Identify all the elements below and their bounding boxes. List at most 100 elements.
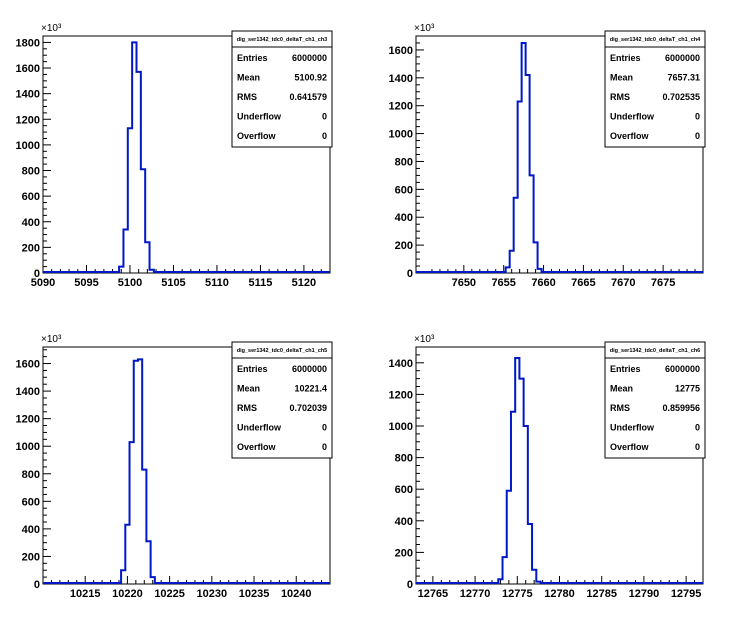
stat-value-overflow: 0 — [695, 442, 700, 452]
stat-value-mean: 12775 — [675, 384, 700, 394]
histogram-line — [43, 358, 330, 584]
stat-label-entries: Entries — [237, 53, 268, 63]
x-tick-label: 5095 — [74, 277, 98, 289]
stat-label-entries: Entries — [610, 364, 641, 374]
y-tick-label: 800 — [395, 156, 413, 168]
x-tick-label: 10215 — [70, 588, 101, 600]
x-tick-label: 5120 — [292, 277, 316, 289]
stat-label-entries: Entries — [610, 53, 641, 63]
stat-label-overflow: Overflow — [610, 442, 650, 452]
histogram-title: dig_ser1342_tdc0_deltaT_ch1_ch5 — [237, 348, 328, 354]
x-tick-label: 7665 — [571, 277, 595, 289]
stat-label-rms: RMS — [237, 403, 257, 413]
y-tick-label: 200 — [22, 551, 40, 563]
stat-label-underflow: Underflow — [237, 423, 282, 433]
stats-box: dig_ser1342_tdc0_deltaT_ch1_ch6 Entries 60… — [604, 341, 706, 459]
stat-value-mean: 10221.4 — [294, 384, 327, 394]
stats-box-frame — [604, 341, 706, 459]
y-tick-label: 800 — [22, 166, 40, 178]
stat-label-mean: Mean — [610, 73, 633, 83]
stat-label-mean: Mean — [237, 73, 260, 83]
y-tick-label: 800 — [395, 453, 413, 465]
x-tick-label: 5115 — [248, 277, 272, 289]
stat-value-rms: 0.641579 — [289, 92, 327, 102]
stat-value-entries: 6000000 — [665, 53, 700, 63]
y-tick-label: 1400 — [389, 73, 413, 85]
histogram-line — [416, 41, 703, 273]
y-tick-label: 200 — [22, 242, 40, 254]
y-tick-label: 400 — [22, 524, 40, 536]
stats-box-frame — [604, 30, 706, 148]
stat-value-rms: 0.859956 — [662, 403, 700, 413]
y-tick-label: 1000 — [16, 140, 40, 152]
stat-label-underflow: Underflow — [237, 112, 282, 122]
stat-value-entries: 6000000 — [292, 364, 327, 374]
y-tick-label: 1400 — [16, 386, 40, 398]
stat-value-entries: 6000000 — [292, 53, 327, 63]
x-tick-label: 5105 — [161, 277, 185, 289]
stats-box-frame — [231, 341, 333, 459]
y-tick-label: 1600 — [16, 359, 40, 371]
histogram-title: dig_ser1342_tdc0_deltaT_ch1_ch3 — [237, 37, 328, 43]
x-tick-label: 12765 — [418, 588, 449, 600]
stat-label-mean: Mean — [610, 384, 633, 394]
y-tick-label: 600 — [22, 191, 40, 203]
y-tick-label: 1400 — [16, 89, 40, 101]
histogram-title: dig_ser1342_tdc0_deltaT_ch1_ch6 — [610, 348, 701, 354]
y-tick-label: 0 — [34, 268, 40, 280]
y-tick-label: 600 — [395, 184, 413, 196]
y-tick-label: 1800 — [16, 37, 40, 49]
x-tick-label: 10230 — [197, 588, 228, 600]
stat-label-overflow: Overflow — [237, 442, 277, 452]
stats-box: dig_ser1342_tdc0_deltaT_ch1_ch5 Entries 60… — [231, 341, 333, 459]
y-exponent-label: ×10³ — [41, 334, 62, 345]
stat-label-underflow: Underflow — [610, 112, 655, 122]
stat-value-overflow: 0 — [695, 131, 700, 141]
histogram-title: dig_ser1342_tdc0_deltaT_ch1_ch4 — [610, 37, 701, 43]
y-tick-label: 1000 — [16, 441, 40, 453]
stat-value-entries: 6000000 — [665, 364, 700, 374]
x-tick-label: 10235 — [239, 588, 270, 600]
stat-value-underflow: 0 — [322, 112, 327, 122]
y-tick-label: 1600 — [16, 63, 40, 75]
y-tick-label: 1200 — [16, 114, 40, 126]
stat-value-underflow: 0 — [322, 423, 327, 433]
stat-value-rms: 0.702535 — [662, 92, 700, 102]
x-tick-label: 12790 — [629, 588, 660, 600]
y-tick-label: 1200 — [389, 101, 413, 113]
histogram-panel-2: 7650 7655 7660 7665 7670 7675 0 200 400 600 800 100… — [389, 23, 706, 289]
stat-label-underflow: Underflow — [610, 423, 655, 433]
stat-label-rms: RMS — [610, 403, 630, 413]
y-tick-label: 0 — [34, 579, 40, 591]
x-tick-label: 10220 — [112, 588, 143, 600]
stat-value-overflow: 0 — [322, 131, 327, 141]
x-tick-label: 7650 — [452, 277, 476, 289]
y-tick-label: 800 — [22, 469, 40, 481]
stat-label-overflow: Overflow — [237, 131, 277, 141]
stats-box: dig_ser1342_tdc0_deltaT_ch1_ch4 Entries 60… — [604, 30, 706, 148]
histogram-panel-1: 5090 5095 5100 5105 5110 5115 5120 0 200 400 600 80… — [16, 23, 333, 289]
x-tick-label: 12785 — [586, 588, 617, 600]
y-tick-label: 0 — [407, 579, 413, 591]
x-tick-label: 10225 — [154, 588, 185, 600]
x-tick-label: 7670 — [611, 277, 635, 289]
stat-value-underflow: 0 — [695, 112, 700, 122]
stats-box: dig_ser1342_tdc0_deltaT_ch1_ch3 Entries 60… — [231, 30, 333, 148]
y-exponent-label: ×10³ — [414, 23, 435, 34]
y-tick-label: 400 — [395, 516, 413, 528]
x-tick-label: 12795 — [671, 588, 702, 600]
x-tick-label: 12775 — [502, 588, 533, 600]
y-exponent-label: ×10³ — [41, 23, 62, 34]
stat-label-rms: RMS — [610, 92, 630, 102]
stat-value-rms: 0.702039 — [289, 403, 327, 413]
stat-label-entries: Entries — [237, 364, 268, 374]
y-tick-label: 600 — [395, 484, 413, 496]
x-tick-label: 12780 — [544, 588, 575, 600]
x-tick-label: 7675 — [651, 277, 675, 289]
histogram-line — [416, 357, 703, 584]
stat-value-overflow: 0 — [322, 442, 327, 452]
y-tick-label: 1600 — [389, 45, 413, 57]
x-tick-label: 10240 — [281, 588, 312, 600]
stat-label-rms: RMS — [237, 92, 257, 102]
y-tick-label: 1400 — [389, 358, 413, 370]
